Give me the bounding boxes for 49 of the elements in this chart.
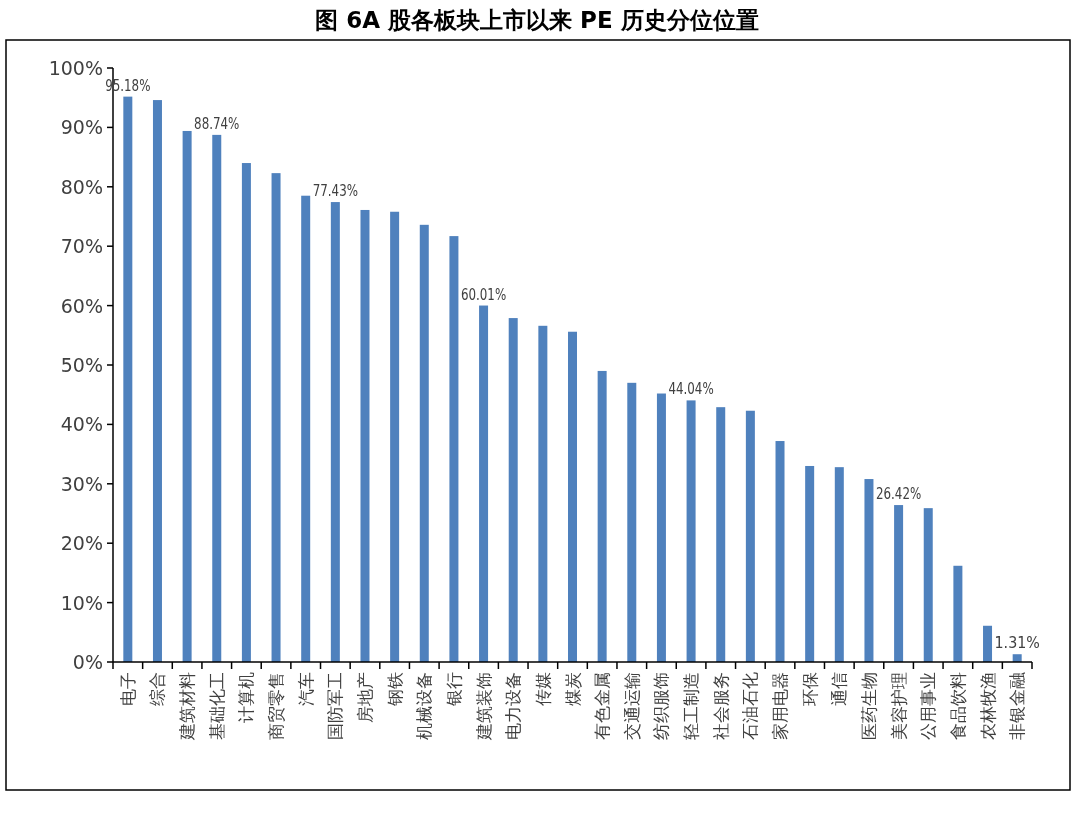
x-tick-label: 钢铁 [384, 672, 405, 707]
data-label: 60.01% [460, 284, 522, 304]
y-tick-label: 100% [48, 57, 103, 79]
x-tick-label: 环保 [799, 672, 820, 706]
x-tick-label: 食品饮料 [947, 672, 968, 740]
x-tick-label: 机械设备 [414, 672, 435, 740]
data-label: 88.74% [194, 113, 256, 133]
y-tick-label: 90% [60, 116, 103, 139]
x-tick-label: 有色金属 [592, 672, 613, 740]
y-tick-label: 20% [60, 532, 103, 555]
y-tick-label: 40% [60, 413, 103, 436]
x-tick-label: 电子 [117, 672, 138, 706]
y-tick-label: 70% [60, 235, 103, 258]
x-tick-label: 综合 [147, 672, 168, 706]
x-tick-label: 房地产 [354, 672, 375, 723]
y-tick-label: 0% [72, 651, 103, 673]
data-label: 44.04% [668, 379, 730, 399]
x-tick-label: 交通运输 [621, 672, 642, 740]
x-tick-label: 家用电器 [770, 672, 791, 740]
x-tick-label: 电力设备 [503, 672, 524, 740]
x-tick-label: 银行 [443, 672, 464, 707]
x-tick-label: 建筑装饰 [473, 672, 494, 741]
x-tick-label: 轻工制造 [681, 672, 702, 740]
x-tick-label: 美容护理 [888, 672, 909, 740]
x-tick-label: 汽车 [295, 672, 316, 706]
x-tick-label: 石油石化 [740, 672, 761, 740]
x-tick-label: 国防军工 [325, 672, 346, 740]
x-tick-label: 建筑材料 [177, 672, 198, 741]
data-label: 1.31% [994, 633, 1046, 653]
x-tick-label: 传媒 [532, 672, 553, 706]
x-tick-label: 纺织服饰 [651, 672, 672, 740]
y-tick-label: 50% [60, 354, 103, 376]
x-tick-label: 公用事业 [918, 672, 939, 740]
x-tick-label: 煤炭 [562, 672, 583, 706]
data-label: 77.43% [312, 181, 374, 201]
y-tick-label: 30% [60, 472, 103, 495]
x-tick-label: 农林牧渔 [977, 672, 998, 740]
x-tick-label: 通信 [829, 672, 850, 706]
x-tick-label: 医药生物 [858, 672, 879, 740]
y-tick-label: 10% [60, 591, 103, 614]
x-tick-label: 商贸零售 [266, 672, 287, 740]
y-tick-label: 60% [60, 294, 103, 317]
x-tick-label: 基础化工 [206, 672, 227, 740]
x-tick-label: 计算机 [236, 672, 257, 723]
x-tick-label: 非银金融 [1007, 672, 1028, 740]
data-label: 26.42% [875, 484, 937, 504]
title: 图 6A 股各板块上市以来 PE 历史分位位置 [315, 7, 759, 33]
y-tick-label: 80% [60, 175, 103, 198]
x-tick-label: 社会服务 [710, 672, 731, 740]
